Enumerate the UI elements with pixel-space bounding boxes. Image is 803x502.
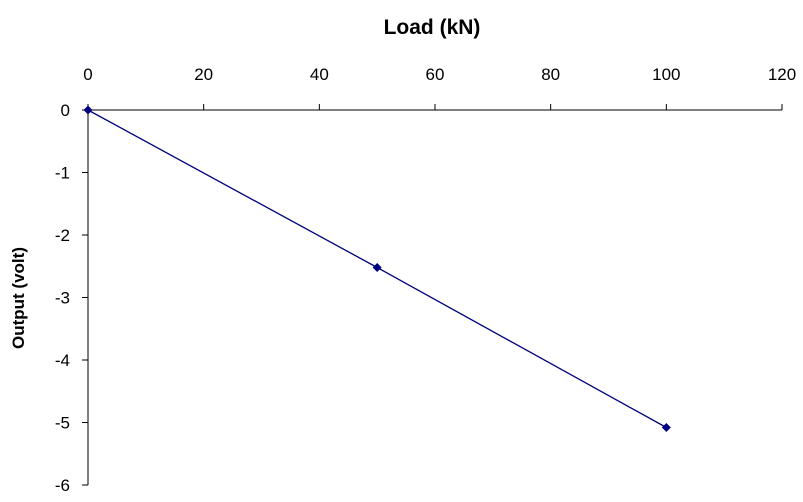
data-series — [83, 105, 671, 432]
y-tick-label: -3 — [55, 289, 70, 308]
y-axis: 0 -1 -2 -3 -4 -5 -6 — [55, 101, 89, 495]
x-axis: 0 20 40 60 80 100 120 — [83, 65, 796, 111]
y-tick-label: -4 — [55, 351, 70, 370]
data-point-marker — [372, 263, 382, 272]
data-point-marker — [661, 423, 671, 432]
y-tick-label: -5 — [55, 414, 70, 433]
y-tick-label: -1 — [55, 164, 70, 183]
x-tick-label: 80 — [541, 65, 560, 84]
chart-title: Load (kN) — [384, 16, 481, 39]
x-tick-label: 20 — [194, 65, 213, 84]
y-axis-label: Output (volt) — [9, 247, 28, 349]
x-tick-label: 100 — [652, 65, 680, 84]
y-tick-label: -2 — [55, 226, 70, 245]
y-tick-label: -6 — [55, 476, 70, 495]
x-tick-label: 40 — [310, 65, 329, 84]
x-tick-label: 0 — [83, 65, 92, 84]
x-tick-label: 60 — [426, 65, 445, 84]
data-point-marker — [83, 105, 93, 115]
y-tick-label: 0 — [61, 101, 70, 120]
x-tick-label: 120 — [768, 65, 796, 84]
